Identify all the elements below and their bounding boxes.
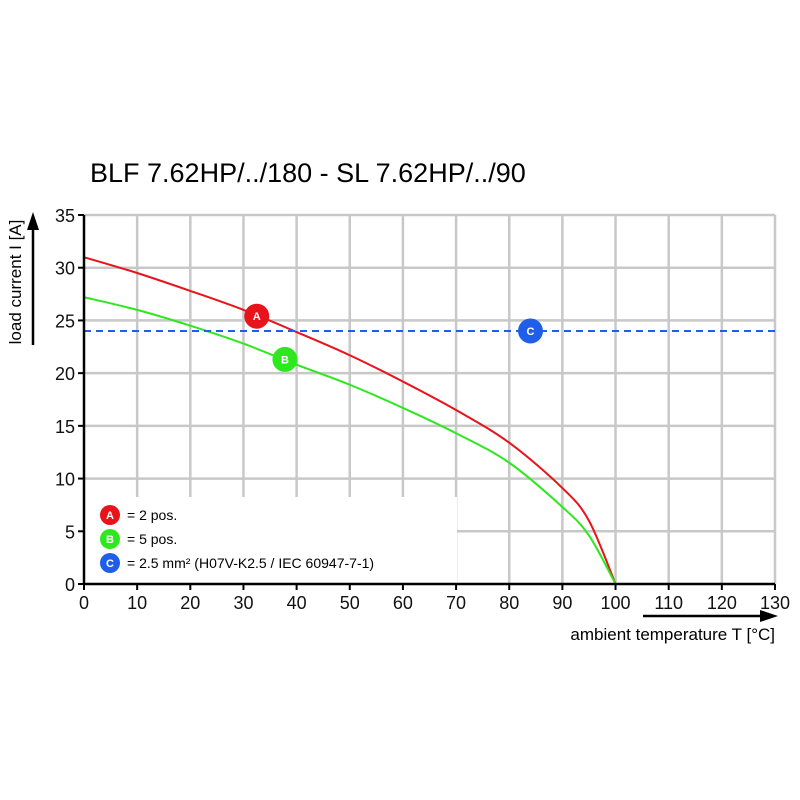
series-layer (83, 256, 775, 585)
y-tick-label: 0 (65, 575, 75, 595)
x-tick-label: 70 (446, 593, 466, 613)
x-tick-label: 40 (287, 593, 307, 613)
series-line-b (83, 296, 617, 585)
legend-label-c: = 2.5 mm² (H07V-K2.5 / IEC 60947-7-1) (127, 555, 374, 571)
markers: A B C (244, 303, 543, 372)
curve-marker-letter: C (527, 326, 535, 338)
curve-marker-a (244, 303, 270, 329)
y-tick-label: 20 (55, 364, 75, 384)
x-tick-label: 100 (601, 593, 631, 613)
legend: A = 2 pos. B = 5 pos. C = 2.5 mm² (H07V-K2.5 … (85, 497, 457, 583)
y-axis-label: load current I [A] (6, 220, 25, 345)
y-tick-label: 5 (65, 522, 75, 542)
x-tick-label: 30 (233, 593, 253, 613)
y-tick-label: 25 (55, 311, 75, 331)
x-axis-label: ambient temperature T [°C] (570, 625, 775, 644)
y-axis-arrow-icon (27, 212, 39, 230)
curve-marker-letter: A (253, 311, 261, 323)
grid (84, 213, 777, 584)
x-tick-label: 110 (654, 593, 683, 613)
legend-marker-b (100, 529, 120, 549)
x-tick-label: 20 (180, 593, 200, 613)
x-tick-label: 80 (499, 593, 519, 613)
legend-marker-c (100, 553, 120, 573)
x-tick-label: 60 (393, 593, 413, 613)
x-tick-label: 120 (707, 593, 737, 613)
curve-marker-c (517, 318, 543, 344)
series-line-a (83, 256, 617, 585)
y-tick-label: 30 (55, 259, 75, 279)
axes: 0 10 20 30 40 50 60 70 80 90 100 110 120 130 0 5 10 15 20 2… (27, 206, 790, 622)
x-tick-label: 130 (760, 593, 790, 613)
x-tick-label: 50 (340, 593, 360, 613)
curve-marker-letter: B (281, 354, 289, 366)
x-axis-arrow-icon (760, 610, 778, 622)
curve-marker-b (272, 346, 298, 372)
legend-marker-letter: A (106, 510, 114, 522)
legend-marker-a (100, 505, 120, 525)
x-tick-label: 10 (127, 593, 147, 613)
x-tick-label: 0 (79, 593, 89, 613)
y-tick-label: 15 (55, 417, 75, 437)
legend-background (85, 497, 457, 583)
legend-marker-letter: B (106, 534, 114, 546)
chart-title: BLF 7.62HP/../180 - SL 7.62HP/../90 (90, 158, 526, 188)
y-tick-label: 35 (55, 206, 75, 226)
legend-label-a: = 2 pos. (127, 507, 177, 523)
y-tick-label: 10 (55, 470, 75, 490)
x-tick-label: 90 (552, 593, 572, 613)
legend-marker-letter: C (106, 558, 114, 570)
legend-label-b: = 5 pos. (127, 531, 177, 547)
